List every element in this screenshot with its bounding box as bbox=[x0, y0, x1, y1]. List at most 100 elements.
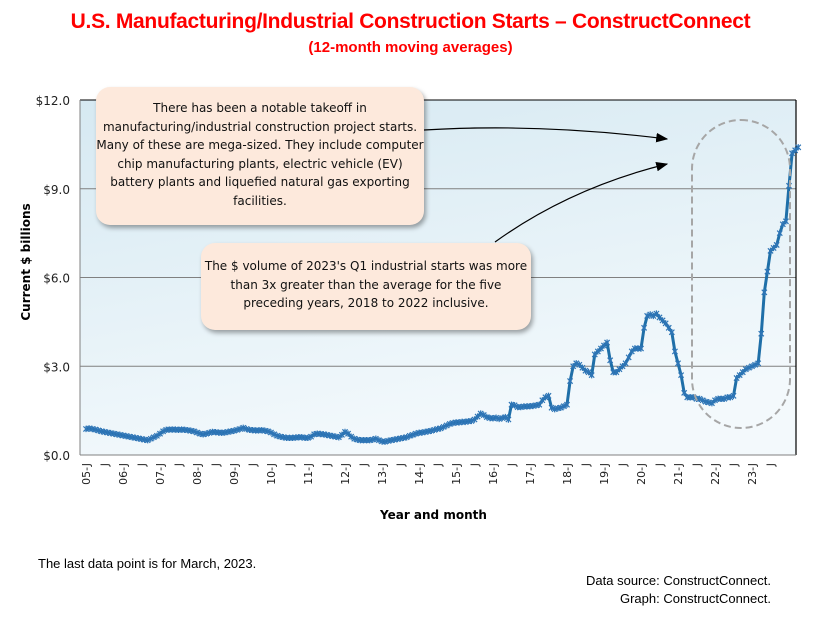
x-tick-label: 16-J bbox=[487, 463, 500, 485]
data-point-marker bbox=[440, 423, 447, 431]
x-tick-label: J bbox=[136, 463, 149, 467]
data-point-marker bbox=[607, 357, 614, 364]
data-point-marker bbox=[761, 289, 768, 296]
data-source-line: Data source: ConstructConnect. bbox=[586, 573, 771, 588]
x-tick-label: J bbox=[765, 463, 778, 467]
x-tick-label: 14-J bbox=[413, 463, 426, 485]
source-credits: Data source: ConstructConnect. Graph: Co… bbox=[586, 572, 771, 608]
x-tick-label: 09-J bbox=[228, 463, 241, 485]
data-point-marker bbox=[782, 218, 789, 225]
x-tick-label: J bbox=[580, 463, 593, 467]
x-tick-label: J bbox=[99, 463, 112, 467]
data-point-marker bbox=[567, 377, 574, 385]
chart-subtitle: (12-month moving averages) bbox=[308, 39, 513, 56]
x-tick-label: J bbox=[728, 463, 741, 467]
data-point-marker bbox=[147, 435, 154, 442]
x-tick-label: 10-J bbox=[265, 463, 278, 485]
last-data-point-note: The last data point is for March, 2023. bbox=[38, 556, 257, 571]
data-point-marker bbox=[637, 345, 645, 352]
x-tick-label: J bbox=[395, 463, 408, 467]
data-point-marker bbox=[582, 367, 589, 374]
data-point-marker bbox=[536, 401, 543, 408]
arrow-takeoff bbox=[423, 127, 669, 143]
y-tick-label: $0.0 bbox=[43, 449, 70, 463]
y-axis-label: Current $ billions bbox=[19, 203, 33, 321]
series-group bbox=[82, 144, 802, 445]
data-point-marker bbox=[153, 432, 160, 439]
x-tick-label: J bbox=[654, 463, 667, 467]
data-point-marker bbox=[776, 229, 783, 237]
x-tick-label: 17-J bbox=[524, 463, 537, 485]
data-point-marker bbox=[730, 392, 737, 400]
data-point-marker bbox=[752, 361, 759, 368]
x-tick-label: 18-J bbox=[561, 463, 574, 485]
x-tick-label: 13-J bbox=[376, 463, 389, 485]
x-tick-label: J bbox=[432, 463, 445, 467]
x-tick-label: 23-J bbox=[746, 463, 759, 485]
x-tick-label: J bbox=[543, 463, 556, 467]
data-point-marker bbox=[668, 329, 675, 336]
data-point-marker bbox=[557, 404, 564, 411]
data-point-marker bbox=[758, 330, 765, 337]
x-tick-label: J bbox=[617, 463, 630, 467]
x-tick-label: 19-J bbox=[598, 463, 611, 485]
data-point-marker bbox=[674, 360, 682, 367]
chart-title: U.S. Manufacturing/Industrial Constructi… bbox=[70, 10, 751, 33]
data-point-marker bbox=[727, 394, 734, 401]
data-point-marker bbox=[699, 397, 706, 404]
x-tick-label: 05-J bbox=[80, 463, 93, 485]
x-tick-label: J bbox=[284, 463, 297, 467]
x-tick-label: J bbox=[247, 463, 260, 467]
x-tick-label: 07-J bbox=[154, 463, 167, 485]
data-point-marker bbox=[671, 348, 678, 355]
data-point-marker bbox=[267, 429, 275, 436]
data-point-marker bbox=[403, 434, 410, 441]
x-tick-label: 20-J bbox=[635, 463, 648, 485]
x-tick-label: 12-J bbox=[339, 463, 352, 485]
data-point-marker bbox=[480, 411, 487, 419]
x-tick-label: 06-J bbox=[117, 463, 130, 485]
data-point-marker bbox=[372, 435, 379, 442]
data-point-marker bbox=[511, 402, 518, 409]
data-point-marker bbox=[721, 395, 728, 402]
x-tick-label: J bbox=[358, 463, 371, 467]
x-axis-label: Year and month bbox=[380, 508, 487, 522]
data-point-marker bbox=[477, 410, 484, 417]
x-tick-label: 15-J bbox=[450, 463, 463, 485]
data-point-marker bbox=[641, 324, 648, 331]
data-point-marker bbox=[468, 417, 475, 425]
callout-q1: The $ volume of 2023's Q1 industrial sta… bbox=[201, 243, 531, 330]
data-point-marker bbox=[742, 366, 749, 373]
data-point-marker bbox=[773, 241, 780, 249]
y-tick-label: $3.0 bbox=[43, 360, 70, 374]
data-point-marker bbox=[560, 402, 567, 410]
data-point-marker bbox=[348, 433, 355, 440]
data-point-marker bbox=[644, 312, 651, 320]
data-point-marker bbox=[795, 144, 802, 151]
x-tick-label: 22-J bbox=[709, 463, 722, 485]
data-point-marker bbox=[160, 428, 167, 435]
y-tick-label: $6.0 bbox=[43, 272, 70, 286]
x-tick-label: J bbox=[210, 463, 223, 467]
x-tick-label: J bbox=[691, 463, 704, 467]
x-tick-label: J bbox=[173, 463, 186, 467]
data-point-marker bbox=[745, 364, 752, 371]
data-point-marker bbox=[563, 401, 571, 408]
data-point-marker bbox=[271, 431, 278, 438]
data-point-marker bbox=[625, 354, 632, 361]
data-point-marker bbox=[681, 389, 688, 397]
x-tick-label: 11-J bbox=[302, 463, 315, 485]
data-point-marker bbox=[604, 339, 611, 346]
data-point-marker bbox=[588, 371, 595, 379]
data-point-marker bbox=[711, 397, 719, 404]
data-point-marker bbox=[437, 425, 444, 432]
data-point-marker bbox=[764, 268, 771, 275]
data-point-marker bbox=[548, 404, 555, 411]
y-tick-label: $12.0 bbox=[36, 94, 70, 108]
x-tick-label: J bbox=[469, 463, 482, 467]
x-tick-label: 08-J bbox=[191, 463, 204, 485]
data-point-marker bbox=[443, 422, 450, 429]
data-point-marker bbox=[665, 324, 672, 331]
highlight-oval bbox=[691, 119, 791, 429]
